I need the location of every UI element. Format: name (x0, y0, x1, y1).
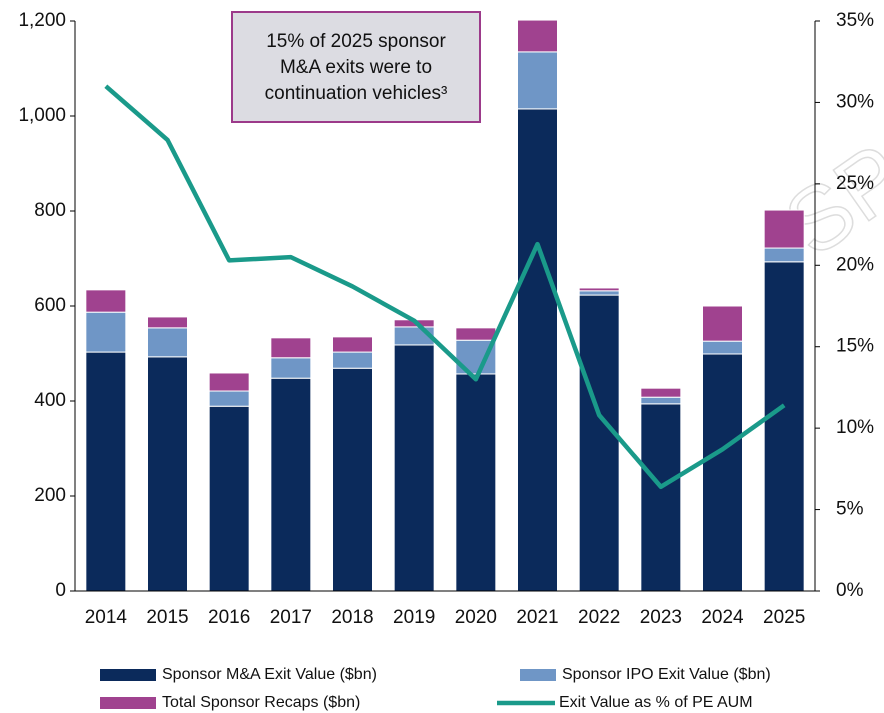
bar-segment (640, 403, 682, 592)
bar-segment (85, 289, 127, 313)
x-tick-label: 2014 (85, 607, 128, 628)
y-tick-label: 0 (55, 580, 66, 601)
bar-segment (517, 19, 558, 53)
legend-swatch (520, 669, 556, 681)
x-tick-label: 2016 (208, 607, 250, 628)
bar-segment (270, 357, 312, 379)
bar-segment (763, 247, 805, 263)
x-tick-label: 2022 (578, 607, 620, 628)
y-tick-label: 600 (34, 295, 66, 316)
bar-segment (578, 294, 620, 592)
legend-label: Sponsor M&A Exit Value ($bn) (162, 666, 377, 683)
y2-tick-label: 30% (836, 91, 874, 112)
bar-segment (578, 287, 620, 292)
bar-segment (208, 372, 250, 392)
y2-tick-label: 35% (836, 10, 874, 31)
y2-tick-label: 15% (836, 336, 874, 357)
y2-tick-label: 20% (836, 254, 874, 275)
bar-segment (393, 344, 435, 592)
bar-segment (517, 108, 558, 592)
x-tick-label: 2024 (701, 607, 744, 628)
bar-segment (208, 390, 250, 407)
bar-segment (147, 327, 188, 358)
x-tick-label: 2025 (763, 607, 805, 628)
annotation-box (231, 11, 481, 123)
y-tick-label: 800 (34, 200, 66, 221)
bar-segment (85, 351, 127, 592)
y-tick-label: 1,000 (18, 105, 66, 126)
bar-segment (332, 336, 373, 353)
bar-segment (517, 51, 558, 110)
bar-segment (763, 261, 805, 592)
x-tick-label: 2017 (270, 607, 312, 628)
legend-label: Total Sponsor Recaps ($bn) (162, 694, 360, 711)
bar-segment (332, 351, 373, 369)
bar-segment (702, 340, 743, 355)
x-tick-label: 2015 (146, 607, 188, 628)
y2-tick-label: 0% (836, 580, 864, 601)
bar-segment (270, 377, 312, 592)
bar-segment (147, 356, 188, 592)
bar-segment (640, 387, 682, 398)
bar-segment (85, 311, 127, 353)
line (104, 84, 786, 490)
bar-segment (455, 327, 497, 341)
y-tick-label: 200 (34, 485, 66, 506)
legend-label: Exit Value as % of PE AUM (559, 694, 753, 711)
y-tick-label: 1,200 (18, 10, 66, 31)
bar-segment (270, 337, 312, 359)
legend-label: Sponsor IPO Exit Value ($bn) (562, 666, 771, 683)
y2-tick-label: 10% (836, 417, 874, 438)
bar-segment (332, 367, 373, 592)
legend-swatch (100, 669, 156, 681)
bar-segment (455, 373, 497, 592)
x-tick-label: 2020 (455, 607, 497, 628)
x-tick-label: 2021 (516, 607, 558, 628)
annotation-text: continuation vehicles³ (265, 83, 448, 104)
y2-tick-label: 25% (836, 173, 874, 194)
y2-tick-label: 5% (836, 499, 864, 520)
annotation-text: 15% of 2025 sponsor (266, 31, 446, 52)
bar-segment (702, 353, 743, 592)
x-tick-label: 2023 (640, 607, 682, 628)
x-tick-label: 2019 (393, 607, 435, 628)
bar-segment (640, 396, 682, 405)
bar-segment (578, 290, 620, 296)
y-tick-label: 400 (34, 390, 66, 411)
x-tick-label: 2018 (331, 607, 373, 628)
bar-segment (208, 405, 250, 592)
bar-segment (702, 305, 743, 342)
bar-segment (763, 209, 805, 249)
legend-swatch (100, 697, 156, 709)
bar-segment (147, 316, 188, 329)
annotation-text: M&A exits were to (280, 57, 432, 78)
